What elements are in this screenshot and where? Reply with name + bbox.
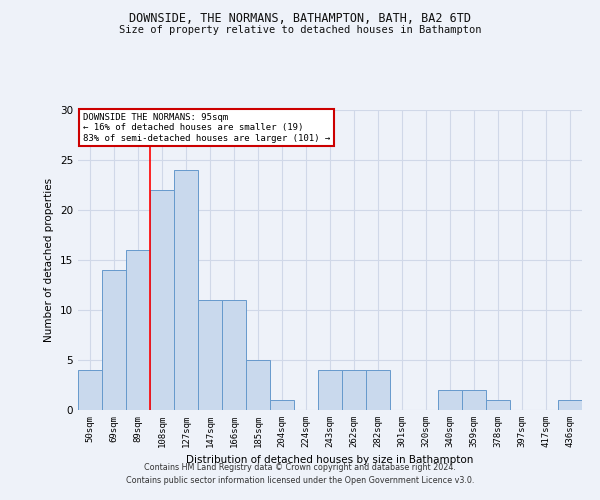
Bar [342,370,366,410]
Text: Size of property relative to detached houses in Bathampton: Size of property relative to detached ho… [119,25,481,35]
Bar [102,270,126,410]
Text: Contains HM Land Registry data © Crown copyright and database right 2024.: Contains HM Land Registry data © Crown c… [144,464,456,472]
Text: DOWNSIDE, THE NORMANS, BATHAMPTON, BATH, BA2 6TD: DOWNSIDE, THE NORMANS, BATHAMPTON, BATH,… [129,12,471,26]
Bar [222,300,246,410]
Bar [558,400,582,410]
X-axis label: Distribution of detached houses by size in Bathampton: Distribution of detached houses by size … [187,456,473,466]
Bar [438,390,462,410]
Bar [270,400,294,410]
Text: Contains public sector information licensed under the Open Government Licence v3: Contains public sector information licen… [126,476,474,485]
Bar [318,370,342,410]
Bar [486,400,510,410]
Bar [246,360,270,410]
Bar [150,190,174,410]
Bar [126,250,150,410]
Bar [198,300,222,410]
Text: DOWNSIDE THE NORMANS: 95sqm
← 16% of detached houses are smaller (19)
83% of sem: DOWNSIDE THE NORMANS: 95sqm ← 16% of det… [83,113,330,143]
Bar [78,370,102,410]
Bar [174,170,198,410]
Y-axis label: Number of detached properties: Number of detached properties [44,178,55,342]
Bar [462,390,486,410]
Bar [366,370,390,410]
